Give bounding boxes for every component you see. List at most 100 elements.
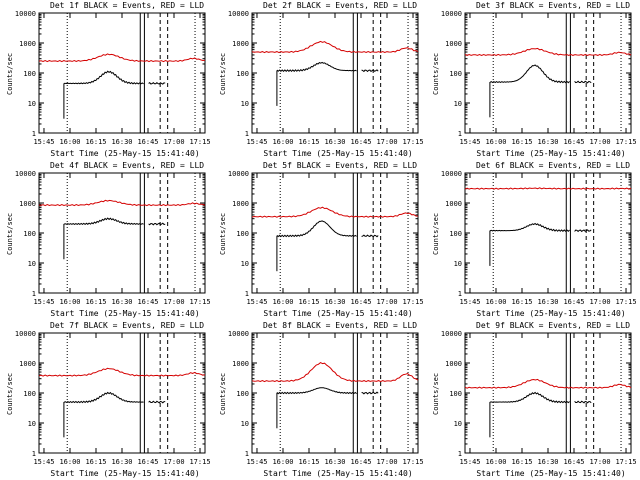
black-events-series (574, 229, 592, 233)
x-tick-label: 16:15 (85, 298, 106, 306)
x-axis-label: Start Time (25-May-15 15:41:40) (476, 309, 626, 318)
black-events-series (148, 82, 166, 85)
x-tick-label: 15:45 (246, 298, 267, 306)
panel-title: Det 6f BLACK = Events, RED = LLD (476, 161, 631, 170)
x-tick-label: 16:00 (59, 298, 80, 306)
x-tick-label: 17:00 (589, 298, 610, 306)
y-tick-label: 10000 (228, 170, 249, 178)
x-tick-label: 16:00 (59, 458, 80, 466)
y-tick-label: 1 (458, 130, 462, 138)
x-axis-label: Start Time (25-May-15 15:41:40) (263, 149, 413, 158)
x-tick-label: 17:15 (615, 458, 636, 466)
x-tick-label: 16:00 (485, 298, 506, 306)
y-tick-label: 10000 (15, 10, 36, 18)
y-tick-label: 100 (449, 390, 462, 398)
y-tick-label: 10 (241, 260, 249, 268)
y-tick-label: 1000 (445, 200, 462, 208)
red-lld-series (38, 53, 206, 63)
x-tick-label: 17:15 (615, 298, 636, 306)
x-tick-label: 15:45 (33, 458, 54, 466)
x-tick-label: 17:00 (376, 458, 397, 466)
y-tick-label: 10 (241, 100, 249, 108)
x-axis-label: Start Time (25-May-15 15:41:40) (476, 469, 626, 478)
x-tick-label: 15:45 (246, 458, 267, 466)
x-tick-label: 16:30 (111, 298, 132, 306)
x-tick-label: 16:45 (137, 138, 158, 146)
y-tick-label: 10 (454, 420, 462, 428)
y-tick-label: 10 (28, 260, 36, 268)
x-tick-label: 15:45 (459, 458, 480, 466)
black-events-series (574, 400, 592, 404)
y-tick-label: 100 (236, 390, 249, 398)
black-events-series (361, 69, 379, 73)
x-axis-label: Start Time (25-May-15 15:41:40) (50, 469, 200, 478)
x-tick-label: 16:00 (272, 458, 293, 466)
x-tick-label: 15:45 (459, 138, 480, 146)
y-tick-label: 10000 (441, 170, 462, 178)
x-tick-label: 16:15 (298, 138, 319, 146)
x-axis-label: Start Time (25-May-15 15:41:40) (476, 149, 626, 158)
x-tick-label: 16:30 (324, 298, 345, 306)
x-tick-label: 16:45 (563, 298, 584, 306)
black-events-series (148, 222, 166, 226)
plot-area: 1 10 100 1000 10000 15:45 16:00 16:15 16:30 16:45… (228, 170, 424, 306)
x-tick-label: 17:15 (402, 458, 423, 466)
y-tick-label: 1000 (19, 200, 36, 208)
y-tick-label: 100 (236, 70, 249, 78)
x-tick-label: 16:45 (350, 298, 371, 306)
panel-title: Det 4f BLACK = Events, RED = LLD (50, 161, 205, 170)
black-events-series (63, 391, 144, 404)
x-tick-label: 16:45 (563, 138, 584, 146)
x-tick-label: 16:15 (298, 458, 319, 466)
x-tick-label: 16:45 (350, 138, 371, 146)
black-events-series (63, 70, 144, 85)
x-tick-label: 16:00 (485, 458, 506, 466)
black-events-series (361, 234, 379, 238)
y-tick-label: 1 (245, 130, 249, 138)
red-lld-series (464, 187, 632, 190)
detector-panel: Det 8f BLACK = Events, RED = LLD Start Ti… (213, 320, 426, 480)
x-tick-label: 16:30 (111, 458, 132, 466)
y-tick-label: 10000 (15, 170, 36, 178)
x-tick-label: 17:15 (189, 458, 210, 466)
panel-title: Det 2f BLACK = Events, RED = LLD (263, 1, 418, 10)
x-tick-label: 17:00 (163, 458, 184, 466)
panel-title: Det 9f BLACK = Events, RED = LLD (476, 321, 631, 330)
detector-panel: Det 9f BLACK = Events, RED = LLD Start Ti… (426, 320, 639, 480)
x-tick-label: 15:45 (33, 298, 54, 306)
y-tick-label: 1 (32, 450, 36, 458)
x-tick-label: 16:15 (511, 458, 532, 466)
y-tick-label: 100 (449, 70, 462, 78)
y-tick-label: 1 (245, 290, 249, 298)
black-events-series (361, 391, 379, 395)
black-events-series (489, 64, 570, 84)
y-tick-label: 1 (458, 450, 462, 458)
y-tick-label: 1000 (232, 40, 249, 48)
y-tick-label: 10 (241, 420, 249, 428)
x-tick-label: 17:00 (376, 298, 397, 306)
black-events-series (276, 387, 357, 395)
panel-title: Det 8f BLACK = Events, RED = LLD (263, 321, 418, 330)
plot-area: 1 10 100 1000 10000 15:45 16:00 16:15 16:30 16:45… (228, 330, 424, 466)
y-tick-label: 1 (32, 290, 36, 298)
y-tick-label: 100 (236, 230, 249, 238)
plot-frame (251, 172, 419, 294)
x-tick-label: 16:45 (563, 458, 584, 466)
x-tick-label: 16:45 (137, 458, 158, 466)
x-tick-label: 16:45 (350, 458, 371, 466)
y-tick-label: 100 (23, 70, 36, 78)
red-lld-series (251, 362, 419, 383)
y-tick-label: 1 (32, 130, 36, 138)
detector-panel: Det 4f BLACK = Events, RED = LLD Start Ti… (0, 160, 213, 320)
x-tick-label: 16:30 (537, 138, 558, 146)
panel-title: Det 7f BLACK = Events, RED = LLD (50, 321, 205, 330)
y-tick-label: 1 (245, 450, 249, 458)
x-tick-label: 16:15 (511, 138, 532, 146)
x-tick-label: 17:00 (163, 298, 184, 306)
y-tick-label: 10 (454, 260, 462, 268)
red-lld-series (38, 199, 206, 207)
x-tick-label: 16:00 (59, 138, 80, 146)
y-tick-label: 10 (28, 420, 36, 428)
y-tick-label: 10000 (441, 10, 462, 18)
